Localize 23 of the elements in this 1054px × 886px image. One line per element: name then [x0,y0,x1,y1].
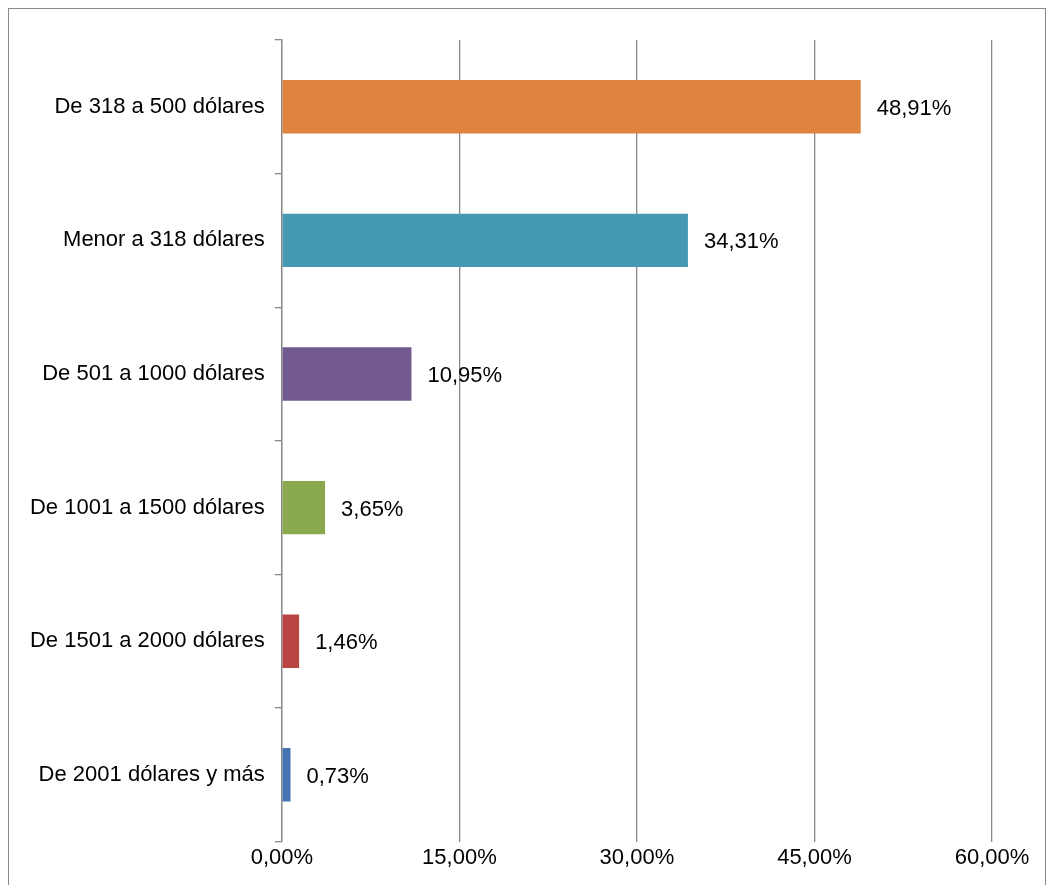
y-tick-label: Menor a 318 dólares [63,226,265,252]
bar [282,748,291,802]
bar [282,480,326,535]
y-tick-label: De 2001 dólares y más [38,760,265,786]
data-label: 10,95% [427,362,503,388]
x-tick-label: 30,00% [599,843,675,869]
y-tick-label: De 501 a 1000 dólares [42,360,265,386]
data-label: 0,73% [306,762,369,788]
data-label: 3,65% [341,495,404,521]
y-tick-label: De 318 a 500 dólares [54,92,265,118]
data-label: 34,31% [703,228,779,254]
bar [282,80,861,134]
bar [282,213,688,268]
x-tick-label: 45,00% [777,843,852,869]
bar [282,347,412,401]
data-label: 1,46% [315,629,378,655]
x-tick-label: 60,00% [954,843,1030,869]
data-label: 48,91% [876,94,952,120]
y-tick-label: De 1001 a 1500 dólares [29,493,265,519]
x-tick-label: 0,00% [250,843,314,869]
x-tick-label: 15,00% [422,843,497,869]
bar [282,614,300,668]
y-tick-label: De 1501 a 2000 dólares [29,627,265,653]
